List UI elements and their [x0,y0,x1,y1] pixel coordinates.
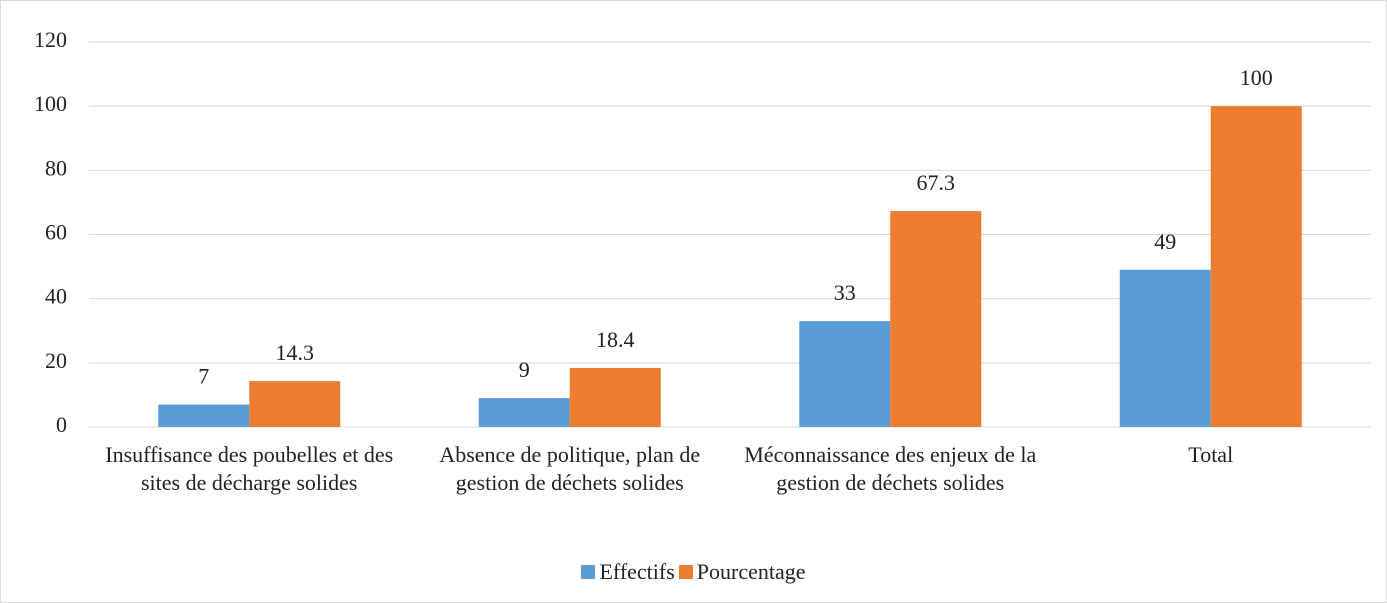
bar [569,367,661,427]
legend-item: Effectifs [581,559,675,585]
bar [1210,106,1302,428]
y-tick-label: 120 [34,27,67,52]
bar [478,398,570,427]
legend-swatch [581,565,596,579]
legend-label: Pourcentage [696,559,806,584]
data-label: 49 [1154,229,1176,254]
data-label: 100 [1240,65,1273,90]
legend: Effectifs Pourcentage [1,559,1386,585]
data-label: 33 [834,280,856,305]
bar [1119,269,1211,427]
y-tick-label: 0 [56,412,67,437]
data-label: 7 [198,364,209,389]
y-tick-label: 20 [45,348,67,373]
data-label: 67.3 [917,170,956,195]
bar [799,321,891,427]
y-tick-label: 80 [45,155,67,180]
legend-label: Effectifs [599,559,675,584]
y-tick-label: 40 [45,284,67,309]
bar [890,211,982,427]
data-label: 9 [519,357,530,382]
x-tick-label: Insuffisance des poubelles et des sites … [105,442,394,495]
data-label: 14.3 [276,340,315,365]
bar [158,404,250,427]
data-label: 18.4 [596,327,635,352]
x-tick-label: Absence de politique, plan de gestion de… [439,442,701,495]
x-tick-label: Méconnaissance des enjeux de la gestion … [744,442,1037,495]
legend-item: Pourcentage [678,559,806,585]
x-tick-label: Total [1188,442,1234,467]
bar [249,381,341,427]
legend-swatch [678,565,693,579]
y-tick-label: 60 [45,220,67,245]
y-tick-label: 100 [34,91,67,116]
